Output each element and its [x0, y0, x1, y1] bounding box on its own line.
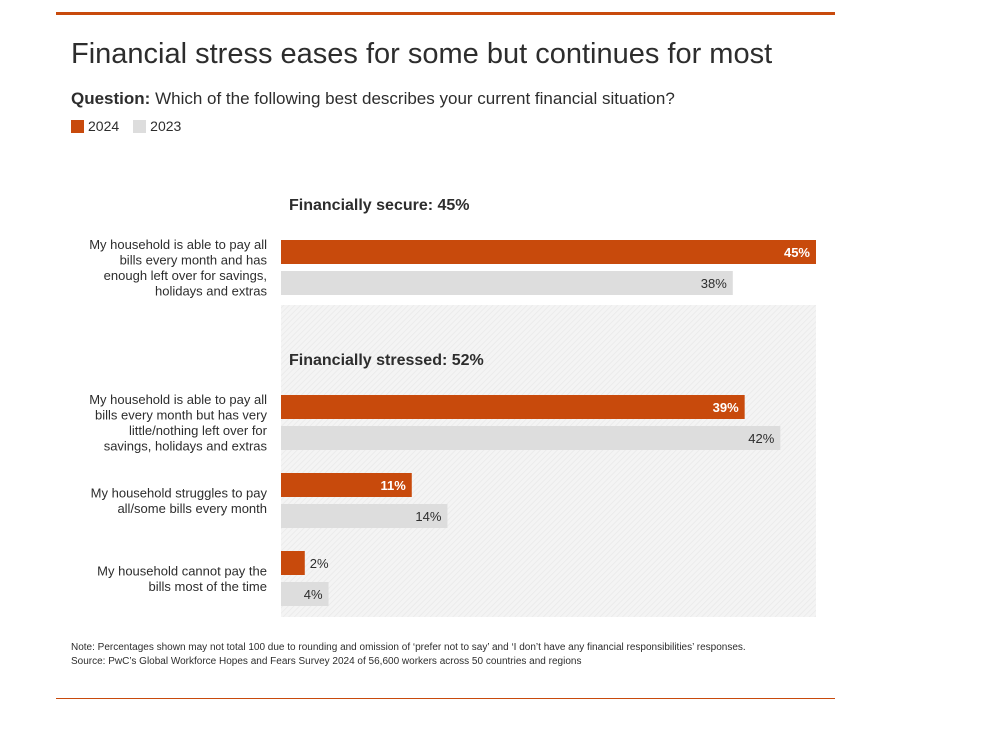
bottom-rule: [56, 698, 835, 699]
data-label-2023: 14%: [415, 509, 441, 524]
category-label-line: little/nothing left over for: [129, 423, 268, 438]
group-heading-0: Financially secure: 45%: [289, 197, 470, 214]
category-label-line: savings, holidays and extras: [104, 438, 268, 453]
category-label-line: holidays and extras: [155, 283, 268, 298]
question-text: Which of the following best describes yo…: [150, 89, 675, 108]
data-label-2024: 39%: [713, 400, 739, 415]
data-label-2024: 45%: [784, 245, 810, 260]
bar-2024: [281, 473, 412, 497]
legend: 2024 2023: [71, 118, 195, 134]
category-label-line: bills every month but has very: [95, 407, 267, 422]
legend-label-2024: 2024: [88, 118, 120, 134]
legend-item-2023: 2023: [133, 118, 181, 134]
group-heading-1: Financially stressed: 52%: [289, 352, 484, 369]
legend-item-2024: 2024: [71, 118, 119, 134]
bar-2024: [281, 395, 745, 419]
bar-2024: [281, 240, 816, 264]
category-label-line: My household cannot pay the: [97, 563, 267, 578]
legend-swatch-2023: [133, 119, 147, 133]
category-label-line: My household struggles to pay: [91, 485, 268, 500]
data-label-2023: 38%: [701, 276, 727, 291]
note-text: Note: Percentages shown may not total 10…: [71, 642, 746, 653]
data-label-2023: 4%: [304, 587, 323, 602]
data-label-2024: 2%: [310, 556, 329, 571]
bar-2023: [281, 426, 781, 450]
category-label-line: enough left over for savings,: [104, 268, 267, 283]
chart-question: Question: Which of the following best de…: [71, 89, 675, 109]
category-label-line: My household is able to pay all: [89, 392, 267, 407]
group-background-1: [281, 305, 816, 617]
data-label-2024: 11%: [380, 478, 406, 493]
data-label-2023: 42%: [748, 431, 774, 446]
category-label-line: bills every month and has: [120, 252, 268, 267]
chart-notes: Note: Percentages shown may not total 10…: [71, 641, 791, 669]
top-accent-rule: [56, 12, 835, 15]
bar-2023: [281, 271, 733, 295]
source-text: Source: PwC’s Global Workforce Hopes and…: [71, 656, 582, 667]
category-label-line: all/some bills every month: [117, 501, 267, 516]
question-label: Question:: [71, 89, 151, 108]
category-label-line: bills most of the time: [149, 579, 268, 594]
bar-2024: [281, 551, 305, 575]
legend-swatch-2024: [71, 119, 84, 133]
legend-label-2023: 2023: [150, 118, 182, 134]
category-label-line: My household is able to pay all: [89, 237, 267, 252]
chart-title: Financial stress eases for some but cont…: [71, 38, 773, 70]
bar-2023: [281, 504, 448, 528]
bar-2023: [281, 582, 329, 606]
